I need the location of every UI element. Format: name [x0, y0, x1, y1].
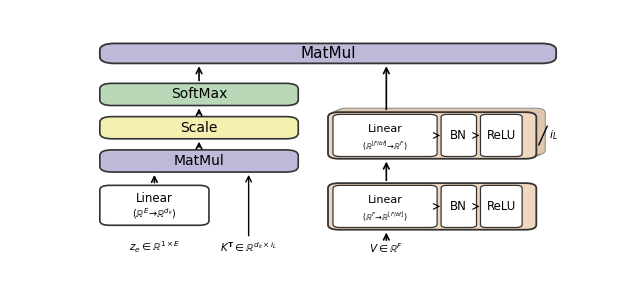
FancyBboxPatch shape	[337, 108, 545, 155]
FancyBboxPatch shape	[100, 83, 298, 105]
Text: Scale: Scale	[180, 121, 218, 135]
Text: BN: BN	[451, 200, 467, 213]
Text: $(\mathbb{R}^F \!\to\! \mathbb{R}^{\lfloor F/bf \rfloor})$: $(\mathbb{R}^F \!\to\! \mathbb{R}^{\lflo…	[362, 210, 408, 224]
Text: SoftMax: SoftMax	[171, 88, 227, 101]
FancyBboxPatch shape	[328, 112, 536, 159]
FancyBboxPatch shape	[334, 109, 542, 156]
FancyBboxPatch shape	[333, 185, 437, 228]
Text: $z_e \in \mathbb{R}^{1 \times E}$: $z_e \in \mathbb{R}^{1 \times E}$	[129, 240, 180, 255]
FancyBboxPatch shape	[100, 117, 298, 139]
FancyBboxPatch shape	[333, 114, 437, 157]
FancyBboxPatch shape	[328, 183, 536, 230]
Text: Linear: Linear	[136, 192, 173, 205]
Text: ReLU: ReLU	[486, 200, 516, 213]
FancyBboxPatch shape	[100, 43, 556, 63]
Text: BN: BN	[451, 129, 467, 142]
FancyBboxPatch shape	[441, 114, 477, 157]
Text: $V \in \mathbb{R}^F$: $V \in \mathbb{R}^F$	[369, 242, 403, 255]
Text: ReLU: ReLU	[486, 129, 516, 142]
Text: $K^\mathbf{T} \in \mathbb{R}^{d_k \times i_L}$: $K^\mathbf{T} \in \mathbb{R}^{d_k \times…	[220, 240, 277, 254]
Text: MatMul: MatMul	[173, 154, 225, 168]
FancyBboxPatch shape	[100, 150, 298, 172]
Text: $i_L$: $i_L$	[548, 128, 557, 142]
FancyBboxPatch shape	[100, 185, 209, 225]
FancyBboxPatch shape	[441, 185, 477, 228]
FancyBboxPatch shape	[331, 111, 540, 158]
Text: $(\mathbb{R}^{\lfloor F/bf \rfloor} \!\to\! \mathbb{R}^F)$: $(\mathbb{R}^{\lfloor F/bf \rfloor} \!\t…	[362, 139, 408, 153]
Text: $(\mathbb{R}^E \!\to\! \mathbb{R}^{d_k})$: $(\mathbb{R}^E \!\to\! \mathbb{R}^{d_k})…	[132, 207, 177, 221]
Text: MatMul: MatMul	[300, 46, 356, 61]
Text: Linear: Linear	[367, 195, 403, 205]
Text: Linear: Linear	[367, 124, 403, 134]
FancyBboxPatch shape	[481, 114, 522, 157]
FancyBboxPatch shape	[481, 185, 522, 228]
